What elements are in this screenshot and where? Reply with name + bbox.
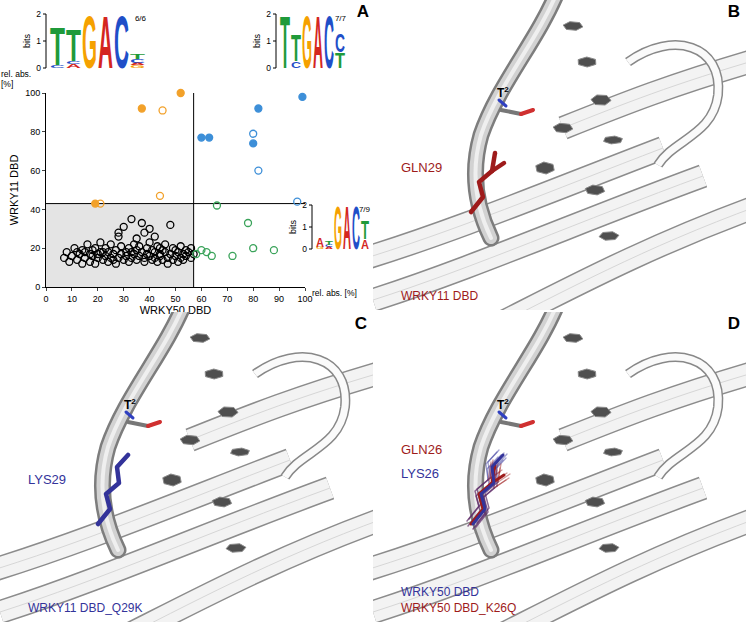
svg-text:20: 20 [30,243,40,253]
svg-text:D: D [728,314,740,333]
svg-text:T2: T2 [497,85,509,100]
svg-text:A: A [343,195,351,262]
svg-text:T: T [325,240,334,245]
svg-text:LYS29: LYS29 [28,472,66,487]
svg-text:90: 90 [274,294,284,304]
svg-text:T: T [335,47,344,73]
svg-text:60: 60 [196,294,206,304]
svg-text:C: C [130,57,146,64]
svg-text:1: 1 [36,36,41,46]
svg-text:G: G [82,1,97,84]
svg-text:A: A [313,1,323,83]
svg-text:A: A [361,237,370,253]
svg-text:40: 40 [145,294,155,304]
svg-text:0: 0 [35,282,40,292]
svg-text:T: T [130,52,145,60]
svg-text:0: 0 [36,63,41,73]
svg-text:B: B [728,2,740,21]
svg-text:WRKY11 DBD: WRKY11 DBD [8,155,20,226]
svg-text:0: 0 [43,294,48,304]
svg-text:100: 100 [25,88,40,98]
svg-text:2: 2 [36,9,41,19]
svg-text:T2: T2 [124,397,136,412]
svg-text:C: C [352,194,361,262]
svg-text:A: A [316,235,324,250]
svg-text:A: A [325,246,334,250]
svg-text:70: 70 [222,294,232,304]
svg-text:T: T [291,28,301,69]
svg-text:T: T [361,216,369,244]
svg-text:WRKY50 DBD: WRKY50 DBD [139,303,212,316]
svg-text:WRKY11 DBD: WRKY11 DBD [401,289,478,303]
svg-text:30: 30 [119,294,129,304]
html-text:rel. abs. [%]: rel. abs. [%] [1,69,32,89]
svg-text:bits: bits [252,34,262,49]
svg-text:0: 0 [302,244,307,254]
svg-text:WRKY11 DBD_Q29K: WRKY11 DBD_Q29K [28,601,143,615]
svg-text:10: 10 [67,294,77,304]
svg-text:A: A [357,2,369,21]
svg-text:7/7: 7/7 [335,14,347,23]
svg-text:80: 80 [248,294,258,304]
svg-text:2: 2 [266,9,271,19]
svg-text:WRKY50 DBD_K26Q: WRKY50 DBD_K26Q [401,601,516,615]
svg-text:1: 1 [266,36,271,46]
svg-text:40: 40 [30,205,40,215]
svg-text:1: 1 [302,222,307,232]
svg-text:bits: bits [22,34,32,49]
svg-text:2: 2 [302,200,307,210]
svg-text:A: A [130,61,146,66]
svg-text:50: 50 [170,294,180,304]
html-text:rel. abs. [%]: rel. abs. [%] [312,288,357,298]
svg-text:C: C [324,1,334,83]
svg-text:T: T [66,20,81,70]
svg-text:bits: bits [288,220,298,235]
svg-text:G: G [302,1,312,83]
svg-text:80: 80 [30,127,40,137]
svg-text:C: C [114,1,129,84]
svg-text:GLN26: GLN26 [401,442,442,457]
svg-text:G: G [130,64,147,69]
svg-text:6/6: 6/6 [135,14,147,23]
svg-text:7/9: 7/9 [359,205,371,214]
svg-text:0: 0 [266,63,271,73]
svg-text:60: 60 [30,166,40,176]
svg-text:LYS26: LYS26 [401,466,439,481]
svg-text:20: 20 [93,294,103,304]
svg-text:T: T [280,1,290,83]
svg-text:T2: T2 [497,397,509,412]
svg-text:G: G [334,195,342,262]
svg-text:C: C [325,243,334,248]
svg-text:100: 100 [297,294,312,304]
svg-text:A: A [98,1,113,84]
svg-text:C: C [355,314,367,333]
svg-text:WRKY50 DBD: WRKY50 DBD [401,585,479,599]
svg-text:T: T [50,17,65,77]
svg-text:C: C [335,28,345,56]
svg-text:GLN29: GLN29 [401,160,442,175]
